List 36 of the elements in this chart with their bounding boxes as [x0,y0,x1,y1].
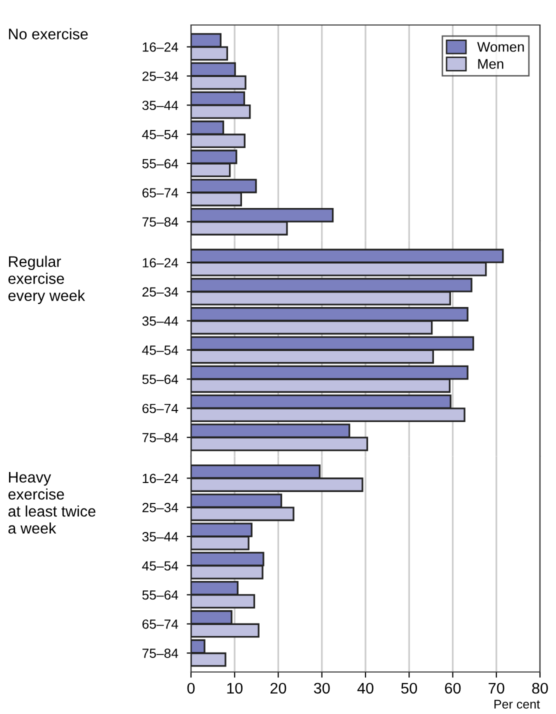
y-tick-label: 35–44 [142,316,178,326]
legend-label: Men [478,59,504,69]
y-tick-label: 16–24 [142,474,178,484]
y-tick-label: 55–64 [142,590,178,600]
x-tick-label: 10 [227,682,243,694]
y-tick-label: 16–24 [142,258,178,268]
x-axis-title: Per cent [494,700,540,709]
y-tick-label: 45–54 [142,561,178,571]
y-tick-label: 75–84 [142,217,178,227]
y-tick-label: 25–34 [142,287,178,297]
x-tick-label: 0 [187,682,195,694]
y-tick-label: 55–64 [142,159,178,168]
y-tick-label: 35–44 [142,100,178,110]
x-tick-label: 60 [445,682,461,694]
x-tick-label: 80 [532,682,548,694]
y-tick-label: 45–54 [142,346,178,355]
text: Regular exercise every week [8,256,86,304]
y-tick-label: 16–24 [142,42,178,52]
y-tick-label: 75–84 [142,432,178,442]
y-tick-label: 55–64 [142,374,178,384]
text: No exercise [9,28,88,40]
text: Heavy exercise at least twice a week [8,472,96,534]
y-tick-label: 25–34 [142,502,178,512]
y-tick-label: 35–44 [142,532,178,542]
x-tick-label: 50 [401,682,418,694]
legend-label: Women [477,42,524,52]
y-tick-label: 65–74 [142,188,178,198]
x-tick-label: 40 [357,682,374,694]
y-tick-label: 75–84 [142,648,178,658]
y-tick-label: 65–74 [142,619,178,629]
x-tick-label: 70 [488,682,504,694]
y-tick-label: 45–54 [142,130,178,140]
x-tick-label: 30 [314,682,330,694]
y-tick-label: 65–74 [142,404,178,414]
x-tick-label: 20 [270,682,286,694]
y-tick-label: 25–34 [142,72,178,81]
